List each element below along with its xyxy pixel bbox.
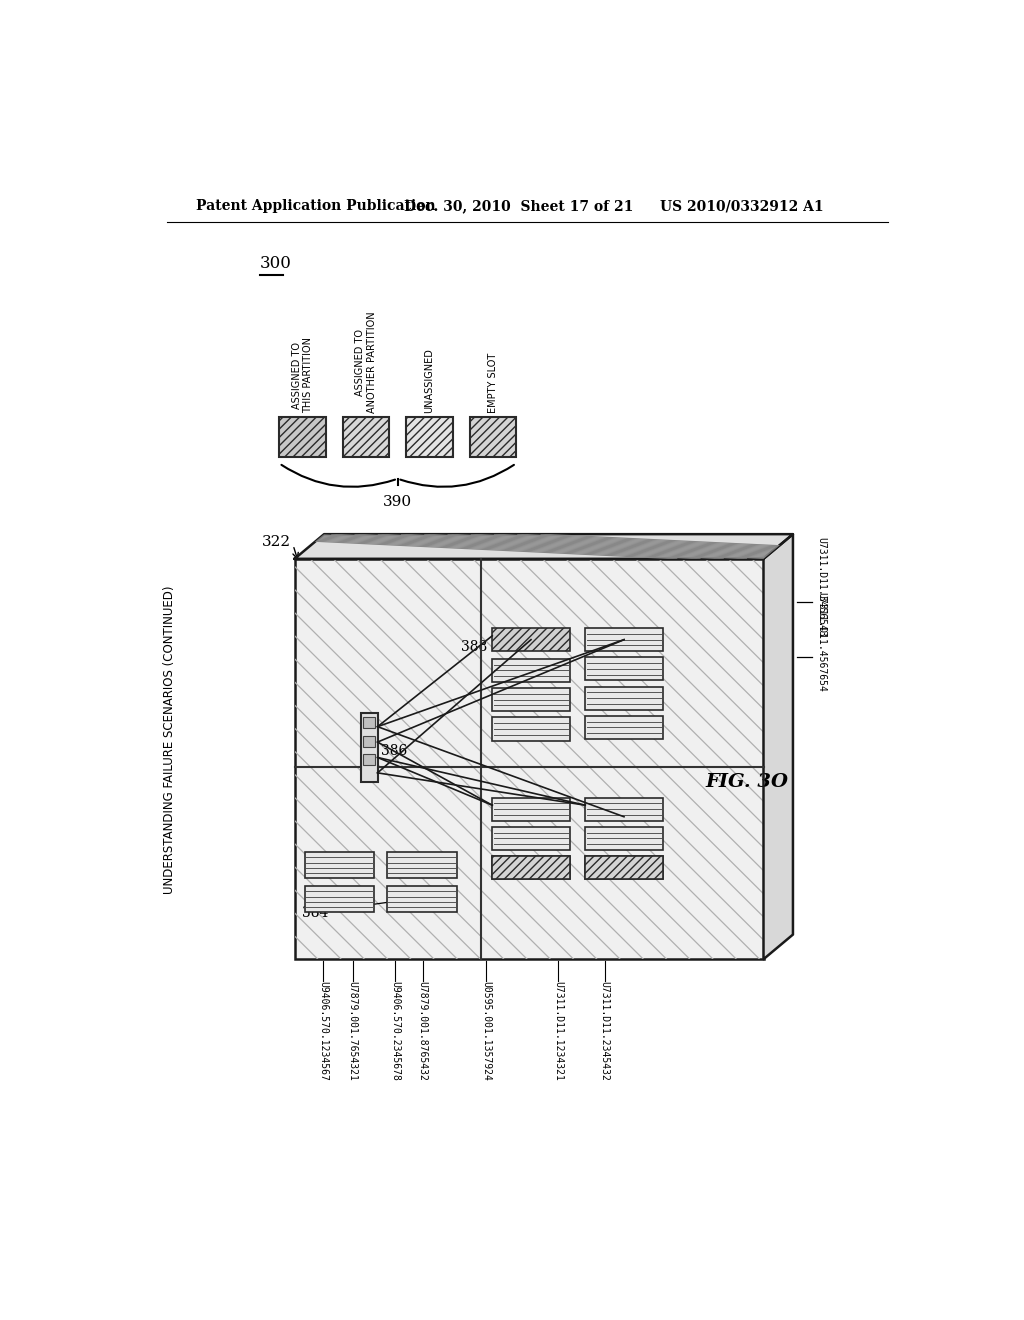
Bar — [387, 886, 457, 912]
Bar — [295, 558, 764, 960]
Bar — [343, 417, 389, 457]
Text: U9406.570.1234567: U9406.570.1234567 — [318, 981, 329, 1081]
Text: US 2010/0332912 A1: US 2010/0332912 A1 — [659, 199, 823, 213]
Text: 388: 388 — [461, 640, 487, 655]
Bar — [280, 417, 326, 457]
Bar — [586, 715, 663, 739]
Text: 300: 300 — [260, 255, 292, 272]
Text: U7311.D11.4567654: U7311.D11.4567654 — [816, 593, 826, 692]
Text: ASSIGNED TO
THIS PARTITION: ASSIGNED TO THIS PARTITION — [292, 338, 313, 413]
Text: Dec. 30, 2010  Sheet 17 of 21: Dec. 30, 2010 Sheet 17 of 21 — [403, 199, 633, 213]
Bar — [362, 718, 375, 729]
Bar — [586, 628, 663, 651]
Bar — [470, 417, 516, 457]
Bar — [493, 826, 569, 850]
Text: UNASSIGNED: UNASSIGNED — [425, 348, 434, 413]
Text: 390: 390 — [383, 495, 413, 508]
Text: U7311.D11.1234321: U7311.D11.1234321 — [553, 981, 563, 1081]
Bar — [493, 857, 569, 879]
Bar — [493, 659, 569, 682]
Bar — [305, 853, 375, 878]
Bar — [493, 688, 569, 711]
Text: U7879.001.8765432: U7879.001.8765432 — [418, 981, 427, 1081]
Bar — [305, 886, 375, 912]
Bar — [362, 737, 375, 747]
Text: UNDERSTANDING FAILURE SCENARIOS (CONTINUED): UNDERSTANDING FAILURE SCENARIOS (CONTINU… — [163, 586, 175, 894]
Bar — [586, 686, 663, 710]
Text: ASSIGNED TO
ANOTHER PARTITION: ASSIGNED TO ANOTHER PARTITION — [355, 312, 377, 413]
Bar — [586, 797, 663, 821]
Bar — [586, 857, 663, 879]
Text: 384: 384 — [302, 906, 329, 920]
Text: U7311.D11.2345432: U7311.D11.2345432 — [600, 981, 609, 1081]
Bar — [407, 417, 453, 457]
Bar — [362, 755, 375, 766]
Bar — [493, 857, 569, 879]
Text: EMPTY SLOT: EMPTY SLOT — [488, 352, 498, 413]
Text: Patent Application Publication: Patent Application Publication — [197, 199, 436, 213]
Polygon shape — [295, 535, 793, 558]
Text: U9406.570.2345678: U9406.570.2345678 — [390, 981, 400, 1081]
Text: U0595.001.1357924: U0595.001.1357924 — [481, 981, 492, 1081]
Polygon shape — [764, 535, 793, 960]
Bar — [586, 657, 663, 681]
Bar — [387, 853, 457, 878]
Bar — [586, 857, 663, 879]
Bar — [586, 826, 663, 850]
Bar — [493, 718, 569, 741]
Bar — [360, 713, 378, 781]
Text: 322: 322 — [261, 535, 291, 549]
Bar — [493, 797, 569, 821]
Bar — [493, 628, 569, 651]
Text: FIG. 3O: FIG. 3O — [706, 774, 788, 791]
Text: 386: 386 — [381, 744, 408, 758]
Text: U7311.D11.3456543: U7311.D11.3456543 — [816, 537, 826, 636]
Text: U7879.001.7654321: U7879.001.7654321 — [348, 981, 357, 1081]
